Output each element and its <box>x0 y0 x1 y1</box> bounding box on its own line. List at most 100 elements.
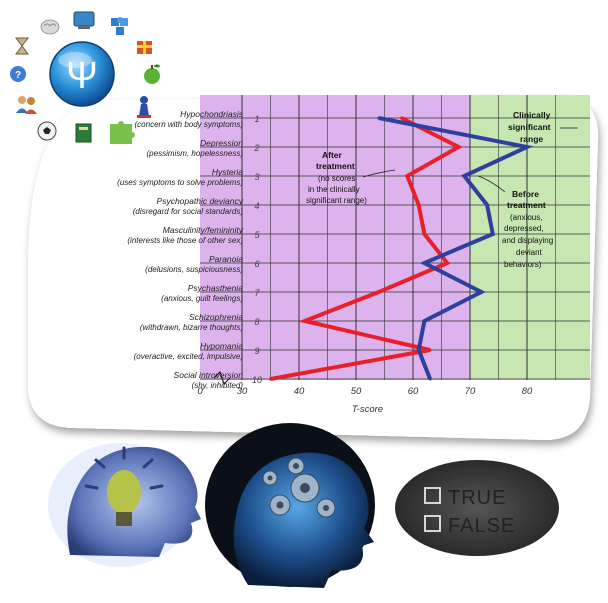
data-point-red <box>457 145 461 149</box>
scale-number: 7 <box>254 288 260 298</box>
checkbox-icon: TRUE FALSE <box>395 460 559 556</box>
before-body-2: depressed, <box>504 224 544 233</box>
data-point-blue <box>422 319 426 323</box>
clinical-range-area <box>470 95 590 380</box>
clinical-label-2: significant <box>508 122 551 132</box>
brain-icon <box>40 19 60 35</box>
data-point-red <box>417 203 421 207</box>
x-tick-label: 80 <box>522 386 533 397</box>
after-body-1: (no scores <box>318 174 355 183</box>
book-icon <box>75 123 92 143</box>
x-tick-label: 60 <box>408 386 419 397</box>
data-point-blue <box>485 203 489 207</box>
scale-name-label: Social introversion <box>174 370 244 380</box>
x-tick-label: 30 <box>237 386 248 397</box>
scale-name-label: Psychopathic deviancy <box>157 196 244 206</box>
puzzle-piece-icon <box>110 121 135 144</box>
series-group <box>269 116 534 381</box>
x-tick-label: 50 <box>351 386 362 397</box>
scale-desc-label: (interests like those of other sex) <box>127 236 243 245</box>
series-line-red <box>270 116 463 381</box>
before-body-5: behaviors) <box>504 260 542 269</box>
lightbulb-head-icon <box>48 443 201 567</box>
scale-desc-label: (pessimism, hopelessness) <box>147 149 244 158</box>
data-point-red <box>377 290 381 294</box>
after-treatment-annotation: After treatment (no scores in the clinic… <box>306 150 396 205</box>
data-point-red <box>269 377 272 381</box>
series-line-blue <box>378 116 534 380</box>
data-point-blue <box>377 116 381 120</box>
scale-number: 4 <box>254 201 259 211</box>
data-point-red <box>445 261 449 265</box>
apple-icon <box>144 64 160 84</box>
gift-icon <box>137 41 152 54</box>
scale-desc-label: (disregard for social standards) <box>133 207 244 216</box>
data-point-red <box>400 116 404 120</box>
clinical-label-3: range <box>520 134 543 144</box>
scale-name-label: Hypochondriasis <box>180 109 244 119</box>
data-point-blue <box>525 145 529 149</box>
scale-name-label: Schizophrenia <box>189 312 243 322</box>
before-body-3: and displaying <box>502 236 553 245</box>
scale-number: 9 <box>254 346 259 356</box>
after-title-2: treatment <box>316 161 355 171</box>
data-point-blue <box>428 377 432 381</box>
data-point-red <box>303 319 307 323</box>
before-body-1: (anxious, <box>510 213 542 222</box>
scale-desc-label: (anxious, guilt feelings) <box>161 294 243 303</box>
clinical-range-annotation: Clinically significant range <box>508 110 578 144</box>
scale-name-label: Hypomania <box>200 341 243 351</box>
soccer-ball-icon <box>37 121 57 141</box>
data-point-red <box>428 348 432 352</box>
after-title-1: After <box>322 150 343 160</box>
data-point-red <box>405 174 409 178</box>
people-icon <box>16 96 37 114</box>
scale-labels: Hypochondriasis(concern with body sympto… <box>117 109 262 390</box>
scale-name-label: Psychasthenia <box>188 283 244 293</box>
x-axis-label: T-score <box>352 404 383 415</box>
false-option-label: FALSE <box>448 515 515 537</box>
scale-number: 6 <box>254 259 259 269</box>
scale-desc-label: (delusions, suspiciousness) <box>145 265 243 274</box>
clinical-label-1: Clinically <box>513 110 551 120</box>
gear-head-icon <box>205 423 375 588</box>
puzzle-icon <box>111 17 128 35</box>
data-point-blue <box>491 232 495 236</box>
before-title-2: treatment <box>507 200 546 210</box>
after-body-2: in the clinically <box>308 185 360 194</box>
scale-desc-label: (concern with body symptoms) <box>135 120 244 129</box>
scale-desc-label: (uses symptoms to solve problems) <box>117 178 243 187</box>
hourglass-icon <box>15 37 29 55</box>
data-point-blue <box>462 174 466 178</box>
x-tick-label: 0 <box>197 386 203 397</box>
svg-text:Ψ: Ψ <box>66 55 98 97</box>
x-tick-label: 40 <box>294 386 305 397</box>
data-point-blue <box>417 348 421 352</box>
data-point-blue <box>422 261 426 265</box>
scale-desc-label: (overactive, excited, impulsive) <box>134 352 244 361</box>
question-person-icon: ? <box>10 66 26 82</box>
scale-number: 1 <box>254 114 259 124</box>
scale-name-label: Depression <box>200 138 243 148</box>
before-treatment-annotation: Before treatment (anxious, depressed, an… <box>477 175 553 269</box>
data-point-red <box>422 232 426 236</box>
scale-name-label: Hysteria <box>212 167 243 177</box>
scale-number: 2 <box>253 143 259 153</box>
icon-cluster: Ψ <box>10 11 160 144</box>
scale-number: 8 <box>254 317 259 327</box>
data-point-blue <box>479 290 483 294</box>
scale-number: 10 <box>252 375 262 385</box>
after-body-3: significant range) <box>306 196 367 205</box>
chess-icon <box>137 96 151 118</box>
chart: Hypochondriasis(concern with body sympto… <box>117 95 590 415</box>
true-option-label: TRUE <box>448 487 506 509</box>
scale-number: 5 <box>254 230 260 240</box>
monitor-icon <box>73 11 95 29</box>
svg-text:?: ? <box>15 70 21 81</box>
axis-break <box>213 370 231 386</box>
before-title-1: Before <box>512 189 539 199</box>
scale-desc-label: (withdrawn, bizarre thoughts) <box>140 323 243 332</box>
psi-icon: Ψ <box>49 41 115 107</box>
